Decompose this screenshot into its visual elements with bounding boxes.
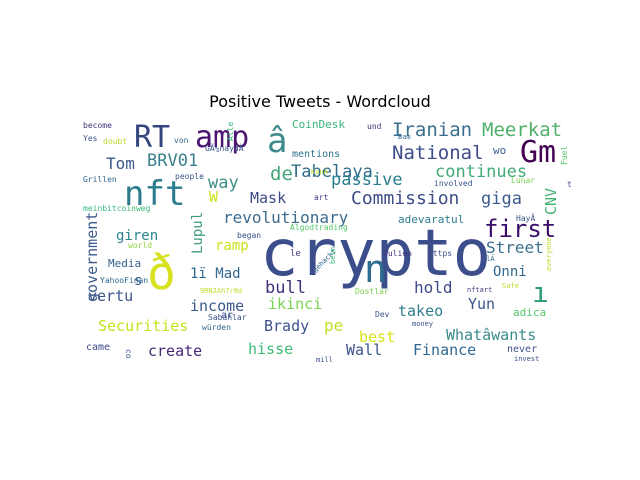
- word: everyone: [545, 237, 553, 271]
- word: Julien: [383, 249, 412, 258]
- word: ð: [147, 245, 176, 301]
- word: National: [392, 142, 484, 164]
- word: W: [209, 188, 219, 206]
- word: HayÃ: [516, 214, 536, 223]
- word: takeo: [398, 302, 444, 320]
- word: beim: [329, 247, 337, 264]
- word: Dostlar: [355, 287, 389, 296]
- word: Securities: [98, 317, 189, 335]
- word: pe: [324, 316, 344, 335]
- word: GÃ¼naydÄ: [205, 144, 244, 153]
- word: mill: [316, 356, 333, 364]
- word: co: [124, 349, 133, 359]
- word: s: [134, 273, 143, 289]
- word: hold: [414, 278, 453, 297]
- word: giga: [481, 189, 522, 209]
- word: hisse: [248, 340, 294, 358]
- word: revolutionary: [223, 208, 349, 227]
- word: invest: [514, 355, 540, 363]
- word: Sabahlar: [208, 313, 247, 322]
- word: Lupul: [190, 211, 206, 254]
- word: rlÃ: [482, 255, 495, 263]
- word: mentions: [292, 149, 341, 160]
- word: CoinDesk: [292, 118, 345, 131]
- word: money: [412, 320, 434, 328]
- word: never: [507, 344, 538, 355]
- word: world: [128, 241, 153, 250]
- word: crypto: [260, 217, 492, 291]
- word: RT: [134, 120, 171, 155]
- word: Tom: [106, 154, 135, 173]
- word: Commission: [351, 188, 460, 209]
- chart-title: Positive Tweets - Wordcloud: [209, 92, 431, 111]
- word: Finance: [413, 341, 477, 359]
- word: Algodtrading: [290, 223, 348, 232]
- word: Street: [486, 238, 544, 257]
- word: Meerkat: [482, 119, 563, 141]
- word: income: [190, 297, 245, 315]
- word: passive: [331, 170, 403, 190]
- word: wo: [493, 144, 507, 157]
- word: Brady: [264, 317, 310, 335]
- word: meinbitcoinweg: [83, 204, 151, 213]
- word: https: [428, 249, 453, 258]
- word: YahooFinan: [100, 276, 149, 285]
- word: ar: [221, 310, 234, 321]
- word: began: [237, 231, 262, 240]
- word: t: [567, 180, 572, 189]
- word: Gm: [520, 135, 557, 170]
- word: adevaratul: [398, 213, 465, 226]
- word: und: [367, 122, 382, 131]
- word: create: [148, 342, 203, 360]
- word: way: [208, 173, 239, 193]
- word: giren: [116, 228, 159, 244]
- word: ı: [532, 276, 549, 309]
- word: Fuel: [560, 145, 569, 165]
- word: Grillen: [83, 175, 117, 184]
- word: came: [86, 342, 111, 353]
- word: Yun: [468, 295, 496, 313]
- word: best: [359, 328, 396, 346]
- word: Onni: [493, 264, 527, 280]
- word: doubt: [103, 137, 128, 146]
- word: KanÃ: [311, 168, 328, 176]
- word: nft: [124, 174, 186, 214]
- word: â: [267, 121, 288, 161]
- word: amp: [195, 120, 250, 155]
- word: Dev: [375, 310, 390, 319]
- word: bull: [265, 278, 306, 298]
- word: Media: [108, 257, 142, 270]
- word: von: [174, 136, 189, 145]
- word: Bam: [398, 133, 411, 141]
- word: 9RN2Ah7r8d: [200, 287, 243, 295]
- word: Tabelaya: [291, 162, 373, 182]
- word: Safe: [502, 282, 519, 290]
- word: le: [290, 249, 301, 259]
- word: Lunar: [511, 176, 536, 185]
- word: Alle: [226, 121, 235, 141]
- word: 1ï Mad: [190, 266, 241, 282]
- word: de: [270, 163, 293, 185]
- word: art: [314, 193, 329, 202]
- word: first: [484, 215, 557, 243]
- word: vertu: [88, 287, 134, 305]
- word: nftart: [467, 286, 493, 294]
- word: n: [364, 247, 387, 291]
- word: ikinci: [268, 295, 323, 313]
- word: CNV: [542, 187, 560, 215]
- word: become: [83, 121, 112, 130]
- word: Yes: [83, 134, 98, 143]
- word: Mask: [250, 189, 287, 207]
- wordcloud: crypto ð n RT amp â nft Gm first ı Irani…: [80, 119, 580, 369]
- word: Whatâwants: [446, 326, 537, 344]
- word: people: [175, 172, 204, 181]
- word: adica: [513, 306, 547, 319]
- word: Wall: [346, 341, 383, 359]
- word: involved: [434, 179, 473, 188]
- word: Iranian: [392, 119, 473, 141]
- word: ramp: [215, 238, 249, 254]
- word: würden: [202, 323, 231, 332]
- word: continues: [435, 162, 528, 182]
- word: BRV01: [147, 151, 199, 171]
